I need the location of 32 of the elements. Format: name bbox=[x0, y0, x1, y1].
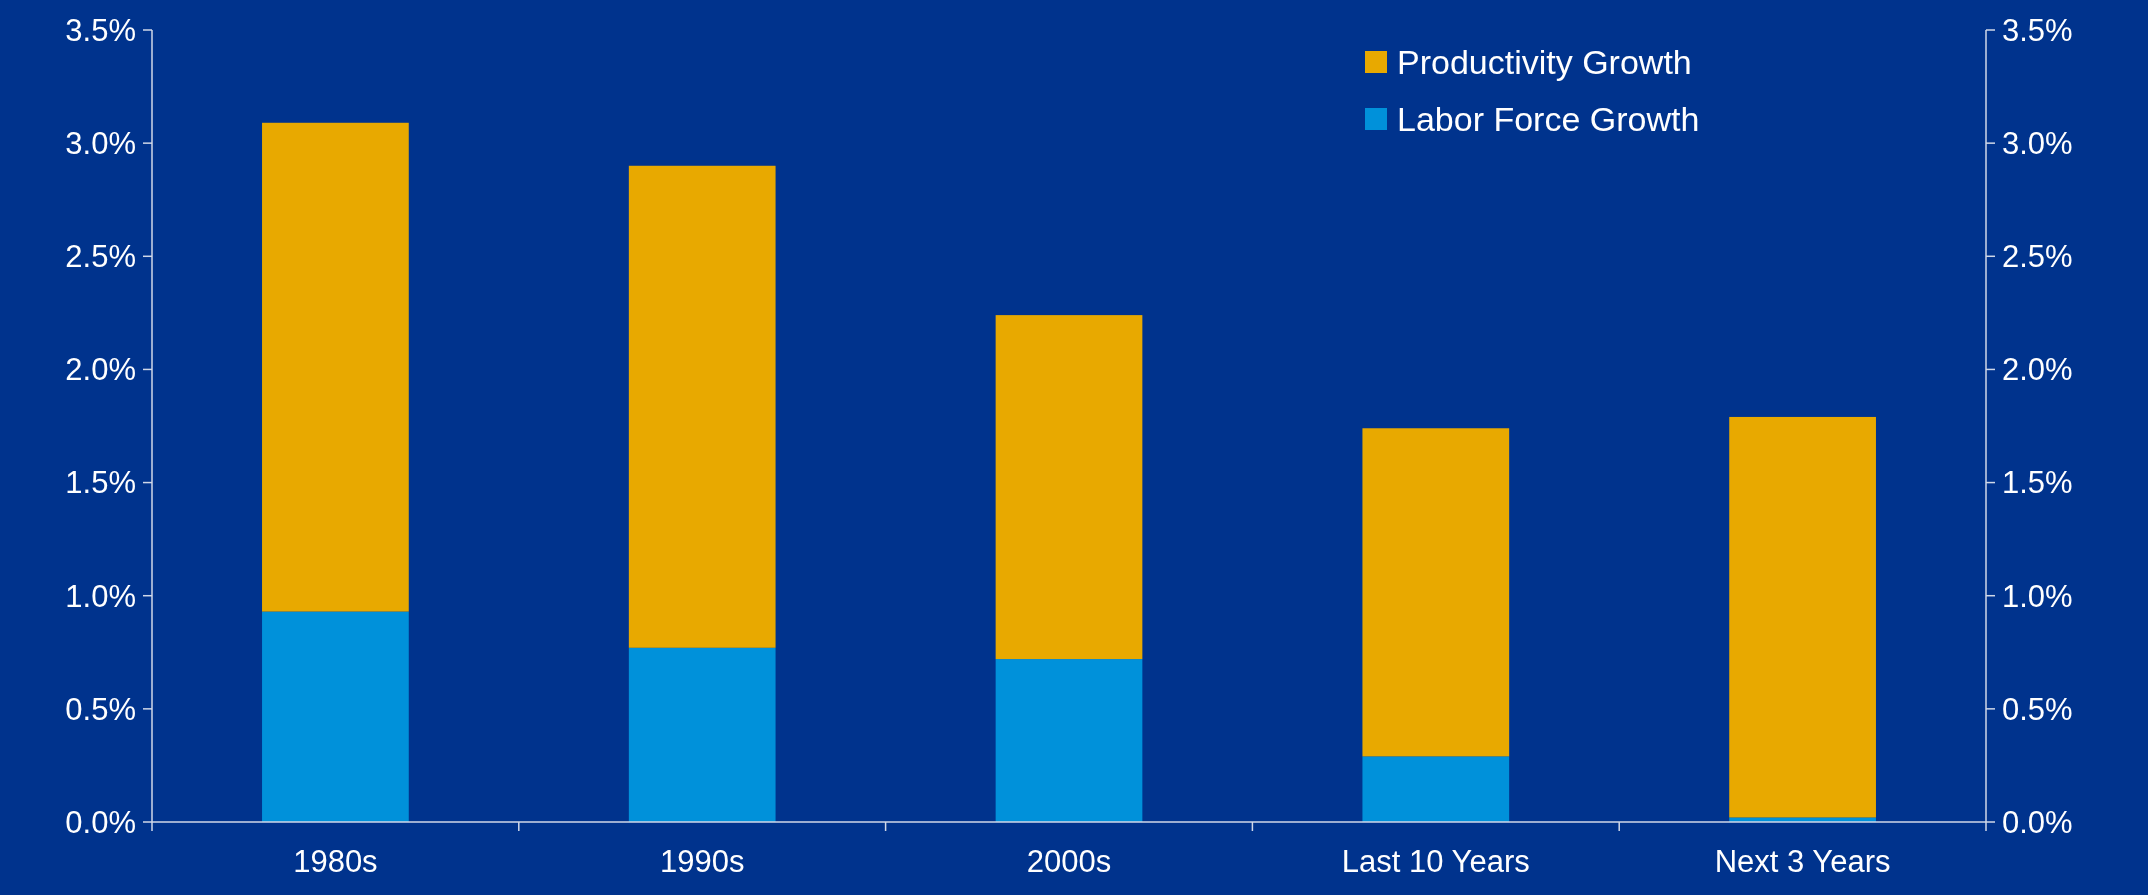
bar bbox=[262, 122, 409, 612]
y2-tick-label: 2.0% bbox=[2002, 352, 2073, 388]
y-tick-label: 1.0% bbox=[65, 578, 136, 614]
x-tick-label: 2000s bbox=[1026, 844, 1112, 879]
bar bbox=[1729, 416, 1876, 818]
x-tick-label: Last 10 Years bbox=[1341, 844, 1530, 879]
y2-tick-label: 3.5% bbox=[2002, 12, 2073, 48]
y-tick-label: 0.0% bbox=[65, 804, 136, 840]
x-tick-label: 1980s bbox=[293, 844, 378, 879]
bar bbox=[1362, 756, 1510, 822]
y2-tick-label: 0.0% bbox=[2002, 804, 2073, 840]
y-tick-label: 2.0% bbox=[65, 352, 136, 388]
y-tick-label: 2.5% bbox=[65, 239, 136, 275]
y-tick-label: 1.5% bbox=[65, 465, 136, 501]
legend-label: Labor Force Growth bbox=[1397, 99, 1700, 138]
y-tick-label: 3.5% bbox=[65, 12, 136, 48]
bar bbox=[262, 611, 409, 822]
bar bbox=[995, 315, 1143, 660]
legend-label: Productivity Growth bbox=[1397, 42, 1692, 81]
y-tick-label: 0.5% bbox=[65, 691, 136, 727]
y2-tick-label: 1.5% bbox=[2002, 465, 2073, 501]
y-tick-label: 3.0% bbox=[65, 125, 136, 161]
y2-tick-label: 3.0% bbox=[2002, 125, 2073, 161]
bar bbox=[1362, 428, 1510, 757]
bar bbox=[995, 659, 1143, 822]
bar bbox=[628, 647, 776, 822]
y2-tick-label: 0.5% bbox=[2002, 691, 2073, 727]
bar bbox=[628, 165, 776, 648]
x-tick-label: 1990s bbox=[659, 844, 745, 879]
y2-tick-label: 1.0% bbox=[2002, 578, 2073, 614]
y2-tick-label: 2.5% bbox=[2002, 239, 2073, 275]
x-tick-label: Next 3 Years bbox=[1714, 844, 1891, 879]
